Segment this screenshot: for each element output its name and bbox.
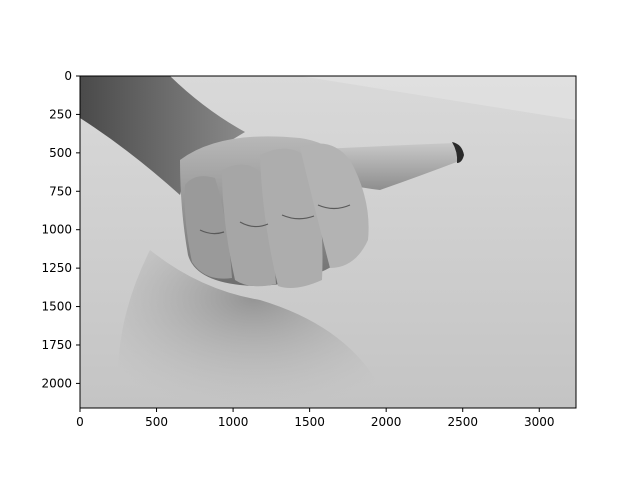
x-tick-label: 1500: [294, 415, 325, 429]
y-tick-label: 250: [49, 107, 72, 121]
x-tick-label: 1000: [218, 415, 249, 429]
x-tick-label: 500: [145, 415, 168, 429]
y-tick-label: 1500: [41, 300, 72, 314]
y-tick-label: 1250: [41, 261, 72, 275]
y-tick-label: 2000: [41, 376, 72, 390]
y-tick-label: 0: [64, 69, 72, 83]
y-axis: 0 250 500 750 1000 1250 1500 1750 2000: [41, 69, 80, 390]
y-tick-label: 500: [49, 146, 72, 160]
photo-image: [80, 76, 576, 408]
y-tick-label: 1000: [41, 223, 72, 237]
y-tick-label: 750: [49, 184, 72, 198]
x-axis: 0 500 1000 1500 2000 2500 3000: [76, 408, 555, 429]
x-tick-label: 2000: [371, 415, 402, 429]
x-tick-label: 2500: [447, 415, 478, 429]
x-tick-label: 0: [76, 415, 84, 429]
axes-frame: [79, 75, 577, 409]
y-tick-label: 1750: [41, 338, 72, 352]
x-tick-label: 3000: [524, 415, 555, 429]
